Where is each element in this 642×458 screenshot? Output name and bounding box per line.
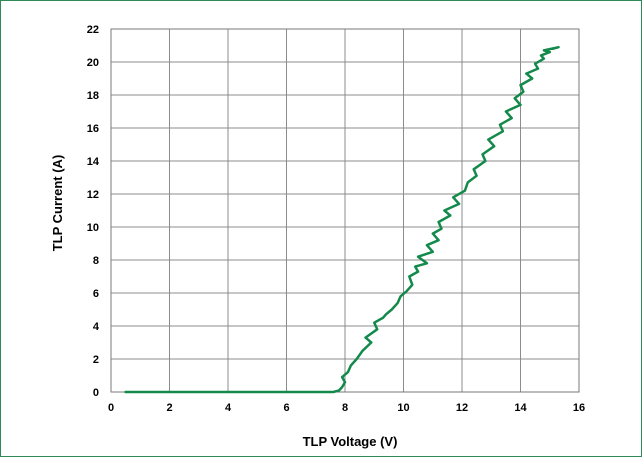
y-tick-label: 18 <box>87 90 99 102</box>
y-tick-label: 12 <box>87 189 99 201</box>
y-tick-label: 14 <box>87 156 100 168</box>
x-tick-label: 12 <box>456 402 468 414</box>
y-tick-label: 0 <box>93 387 99 399</box>
y-tick-label: 20 <box>87 57 99 69</box>
y-tick-label: 10 <box>87 222 99 234</box>
x-tick-label: 8 <box>342 402 348 414</box>
y-axis-title: TLP Current (A) <box>50 155 65 252</box>
grid <box>110 28 580 393</box>
y-tick-label: 6 <box>93 288 99 300</box>
x-axis-title: TLP Voltage (V) <box>303 434 398 449</box>
y-tick-label: 22 <box>87 24 99 36</box>
x-tick-label: 4 <box>225 402 232 414</box>
y-tick-label: 16 <box>87 123 99 135</box>
series-line <box>124 45 560 394</box>
series-layer <box>124 45 560 394</box>
x-tick-label: 6 <box>283 402 289 414</box>
x-tick-label: 10 <box>397 402 409 414</box>
x-tick-label: 2 <box>166 402 172 414</box>
plot-area-border <box>110 28 580 393</box>
tick-labels: 0 2 4 6 8 10 12 14 16 0 2 4 6 8 10 12 14 16 18 20 22 <box>87 24 585 414</box>
x-tick-label: 0 <box>108 402 114 414</box>
y-tick-label: 4 <box>93 321 100 333</box>
x-tick-label: 14 <box>514 402 527 414</box>
y-tick-label: 8 <box>93 255 99 267</box>
x-tick-label: 16 <box>573 402 585 414</box>
y-tick-label: 2 <box>93 354 99 366</box>
